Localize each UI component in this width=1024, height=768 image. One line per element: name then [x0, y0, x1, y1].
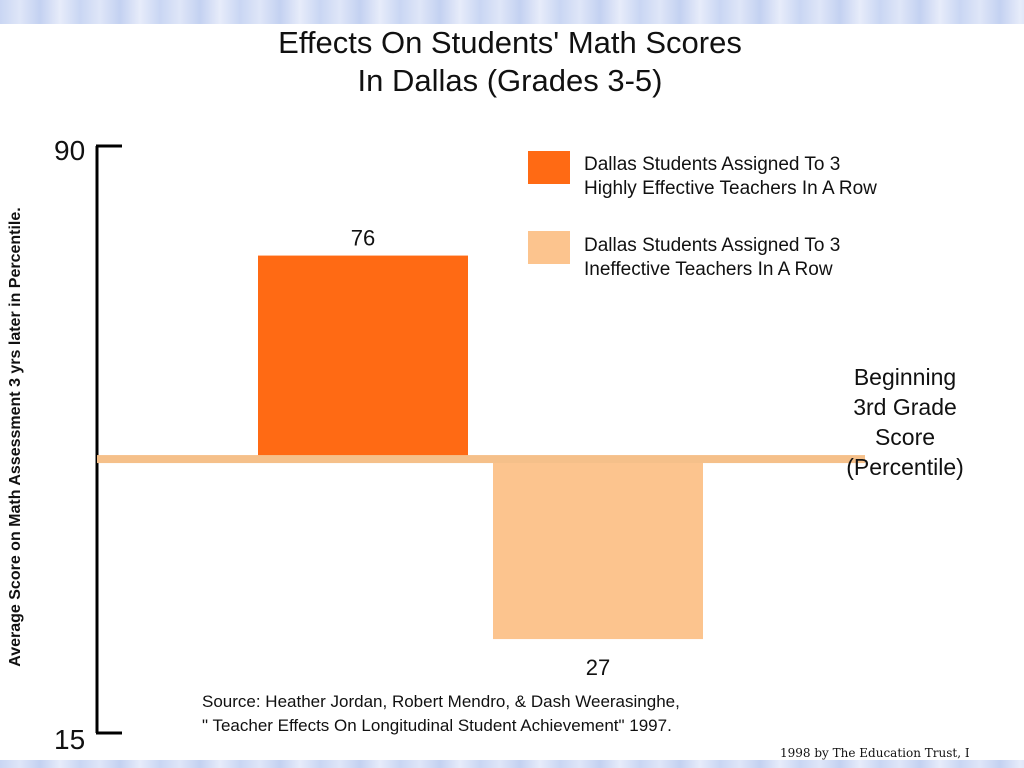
decorative-border-bottom	[0, 760, 1024, 768]
baseline-label-line-2: 3rd Grade	[853, 394, 957, 420]
legend-effective-line-2: Highly Effective Teachers In A Row	[584, 178, 877, 199]
chart-title: Effects On Students' Math Scores In Dall…	[140, 24, 880, 100]
legend-effective-line-1: Dallas Students Assigned To 3	[584, 154, 841, 175]
legend-swatch-effective	[528, 151, 570, 184]
bar-value-label-ineffective: 27	[586, 655, 610, 680]
baseline-label-line-3: Score	[874, 424, 936, 450]
legend-item-effective: Dallas Students Assigned To 3 Highly Eff…	[584, 153, 974, 201]
legend-ineffective-line-2: Ineffective Teachers In A Row	[584, 259, 833, 280]
bar-value-label-effective: 76	[351, 226, 375, 251]
y-tick-label-min: 15	[54, 724, 86, 755]
baseline-band	[97, 455, 865, 464]
y-tick-label-max: 90	[54, 135, 86, 166]
decorative-border-top	[0, 0, 1024, 24]
chart-title-line-2: In Dallas (Grades 3-5)	[357, 63, 663, 98]
source-note: Source: Heather Jordan, Robert Mendro, &…	[202, 690, 842, 738]
bar-effective	[258, 255, 468, 460]
baseline-label-line-4: (Percentile)	[846, 454, 964, 480]
baseline-label: Beginning 3rd Grade Score (Percentile)	[820, 362, 990, 482]
legend-ineffective-line-1: Dallas Students Assigned To 3	[584, 235, 841, 256]
bar-ineffective	[493, 459, 703, 640]
baseline-label-line-1: Beginning	[853, 364, 957, 390]
copyright-text: 1998 by The Education Trust, I	[780, 746, 970, 760]
chart-title-line-1: Effects On Students' Math Scores	[278, 25, 742, 60]
source-line-1: Source: Heather Jordan, Robert Mendro, &…	[202, 692, 680, 711]
legend-swatch-ineffective	[528, 231, 570, 264]
legend-item-ineffective: Dallas Students Assigned To 3 Ineffectiv…	[584, 234, 974, 282]
source-line-2: " Teacher Effects On Longitudinal Studen…	[202, 716, 672, 735]
